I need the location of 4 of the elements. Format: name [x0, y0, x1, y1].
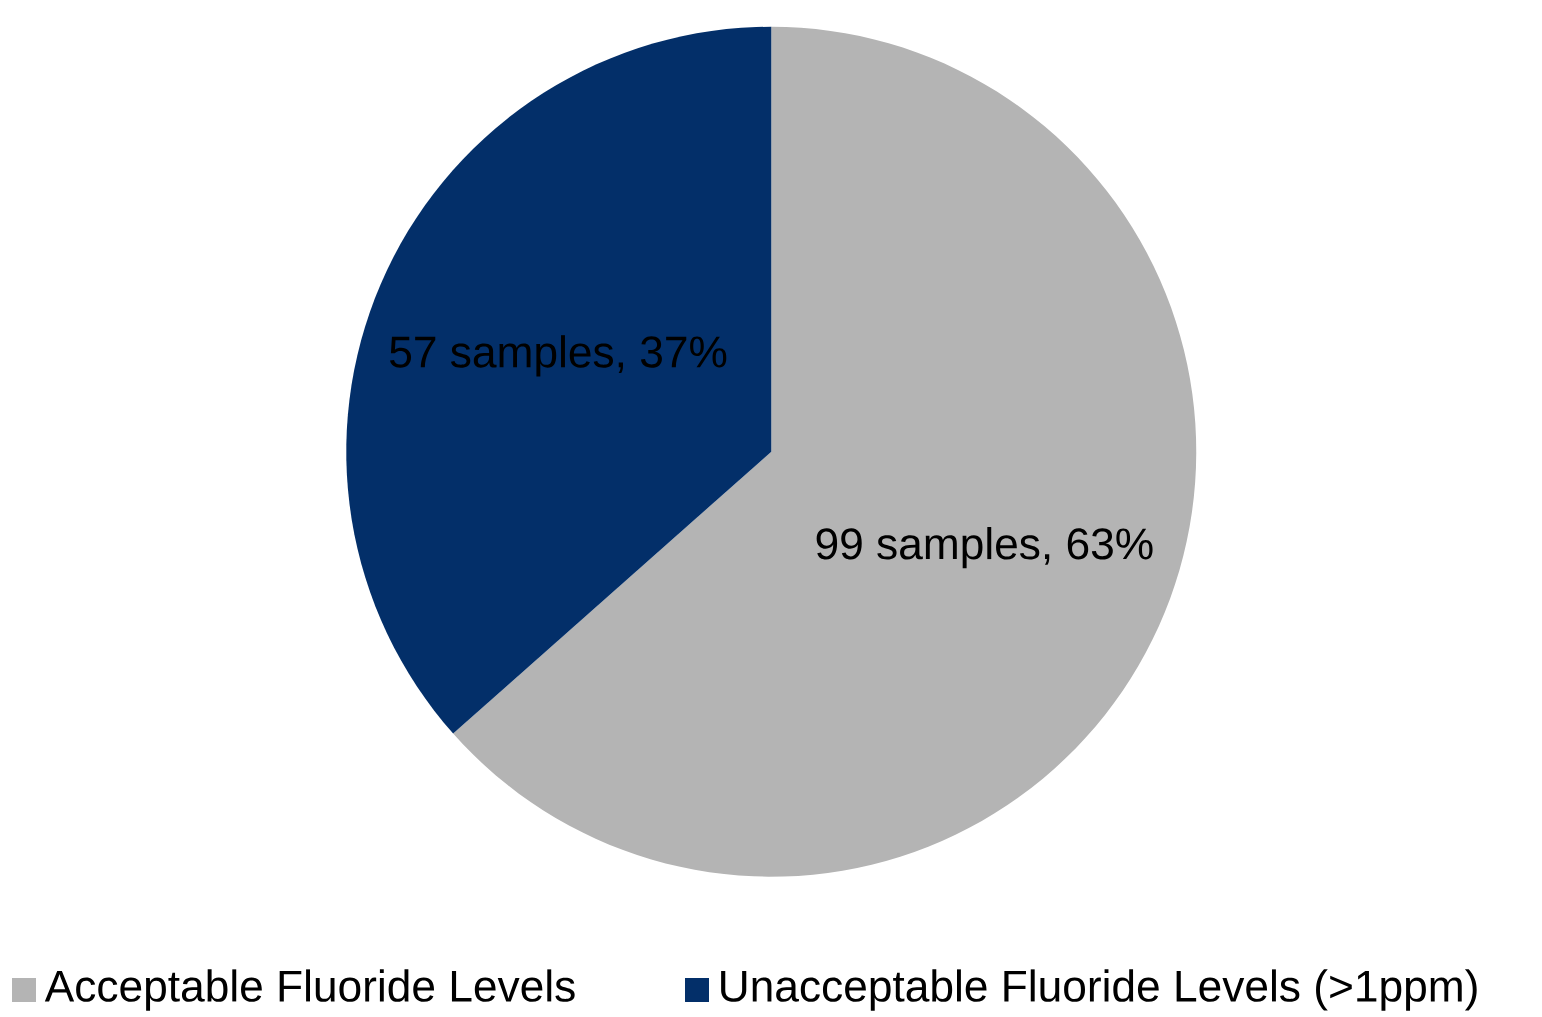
legend-label: Unacceptable Fluoride Levels (>1ppm): [721, 969, 1477, 1011]
data-label: 57 samples, 37%: [390, 335, 727, 377]
data-label: 99 samples, 63%: [816, 527, 1153, 569]
legend-label: Acceptable Fluoride Levels: [44, 969, 575, 1011]
